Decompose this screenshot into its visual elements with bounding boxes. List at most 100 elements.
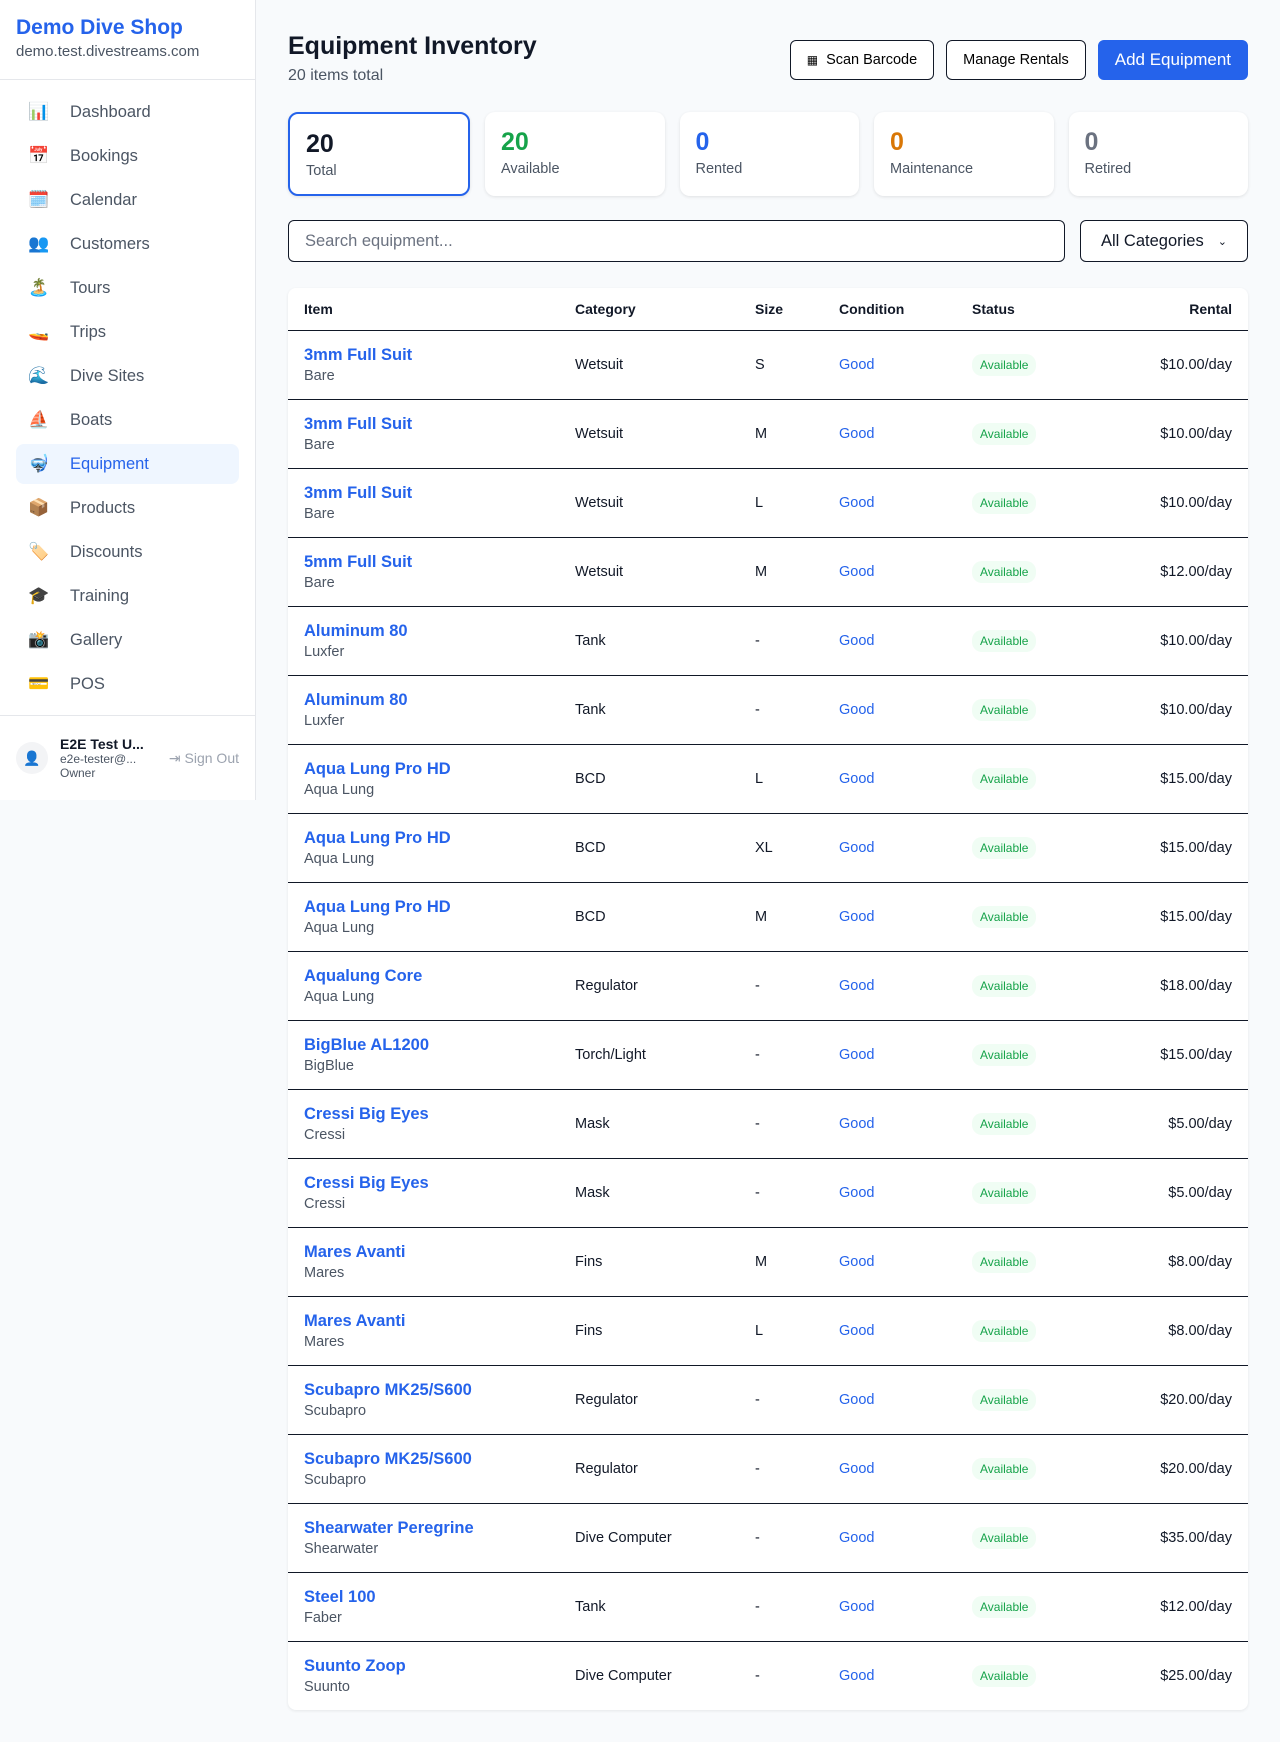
item-brand: Scubapro [304, 1471, 367, 1488]
item-name-link[interactable]: Cressi Big Eyes [304, 1173, 429, 1192]
table-row[interactable]: Aluminum 80 Luxfer Tank - Good Available … [288, 606, 1248, 676]
stat-card-available[interactable]: 20 Available [485, 112, 665, 196]
status-cell: Available [956, 1296, 1097, 1366]
item-name-link[interactable]: Aqua Lung Pro HD [304, 897, 451, 916]
condition-cell: Good [823, 1365, 956, 1435]
column-header-item: Item [288, 288, 559, 331]
sidebar-item-pos[interactable]: 💳 POS [16, 664, 239, 704]
item-brand: Faber [304, 1609, 342, 1626]
table-row[interactable]: Aqua Lung Pro HD Aqua Lung BCD XL Good Av… [288, 813, 1248, 883]
sidebar-item-calendar[interactable]: 🗓️ Calendar [16, 180, 239, 220]
size-cell: - [739, 606, 823, 676]
table-row[interactable]: Shearwater Peregrine Shearwater Dive Comp… [288, 1503, 1248, 1573]
sidebar-item-boats[interactable]: ⛵ Boats [16, 400, 239, 440]
status-badge: Available [972, 560, 1037, 583]
table-row[interactable]: BigBlue AL1200 BigBlue Torch/Light - Good… [288, 1020, 1248, 1090]
table-row[interactable]: 5mm Full Suit Bare Wetsuit M Good Availab… [288, 537, 1248, 607]
item-name-link[interactable]: Mares Avanti [304, 1311, 406, 1330]
item-brand: Mares [304, 1333, 345, 1350]
pos-icon: 💳 [28, 674, 50, 693]
rental-cell: $5.00/day [1096, 1158, 1248, 1228]
item-cell: Shearwater Peregrine Shearwater [288, 1503, 559, 1573]
item-name-link[interactable]: Aluminum 80 [304, 621, 408, 640]
add-equipment-button[interactable]: Add Equipment [1097, 40, 1248, 80]
table-row[interactable]: Mares Avanti Mares Fins M Good Available … [288, 1227, 1248, 1297]
table-row[interactable]: Cressi Big Eyes Cressi Mask - Good Availa… [288, 1089, 1248, 1159]
item-name-link[interactable]: BigBlue AL1200 [304, 1035, 430, 1054]
sidebar-item-customers[interactable]: 👥 Customers [16, 224, 239, 264]
item-name-link[interactable]: Shearwater Peregrine [304, 1518, 474, 1537]
category-cell: BCD [559, 744, 739, 814]
table-row[interactable]: Aqualung Core Aqua Lung Regulator - Good … [288, 951, 1248, 1021]
condition-cell: Good [823, 1503, 956, 1573]
stat-card-rented[interactable]: 0 Rented [679, 112, 859, 196]
manage-rentals-button[interactable]: Manage Rentals [946, 40, 1086, 80]
table-row[interactable]: Scubapro MK25/S600 Scubapro Regulator - G… [288, 1434, 1248, 1504]
sidebar-item-products[interactable]: 📦 Products [16, 488, 239, 528]
item-cell: Aqua Lung Pro HD Aqua Lung [288, 744, 559, 814]
table-row[interactable]: Cressi Big Eyes Cressi Mask - Good Availa… [288, 1158, 1248, 1228]
sidebar-item-tours[interactable]: 🏝️ Tours [16, 268, 239, 308]
item-name-link[interactable]: Aqua Lung Pro HD [304, 759, 451, 778]
table-row[interactable]: Aqua Lung Pro HD Aqua Lung BCD L Good Ava… [288, 744, 1248, 814]
table-row[interactable]: 3mm Full Suit Bare Wetsuit S Good Availab… [288, 330, 1248, 400]
rental-cell: $35.00/day [1096, 1503, 1248, 1573]
sidebar-item-gallery[interactable]: 📸 Gallery [16, 620, 239, 660]
sidebar-item-training[interactable]: 🎓 Training [16, 576, 239, 616]
item-name-link[interactable]: Aqualung Core [304, 966, 423, 985]
status-cell: Available [956, 1434, 1097, 1504]
dive-sites-icon: 🌊 [28, 366, 50, 385]
condition-cell: Good [839, 1667, 875, 1684]
category-cell: Fins [559, 1227, 739, 1297]
condition-cell: Good [823, 882, 956, 952]
sidebar-item-dive-sites[interactable]: 🌊 Dive Sites [16, 356, 239, 396]
sidebar-item-trips[interactable]: 🚤 Trips [16, 312, 239, 352]
table-row[interactable]: 3mm Full Suit Bare Wetsuit M Good Availab… [288, 399, 1248, 469]
table-row[interactable]: Scubapro MK25/S600 Scubapro Regulator - G… [288, 1365, 1248, 1435]
item-name-link[interactable]: 5mm Full Suit [304, 552, 413, 571]
item-name-link[interactable]: Scubapro MK25/S600 [304, 1380, 472, 1399]
table-row[interactable]: Aqua Lung Pro HD Aqua Lung BCD M Good Ava… [288, 882, 1248, 952]
category-cell: Wetsuit [559, 537, 739, 607]
column-header-category: Category [559, 288, 739, 331]
search-input[interactable] [288, 220, 1065, 262]
table-row[interactable]: Steel 100 Faber Tank - Good Available $12… [288, 1572, 1248, 1642]
status-cell: Available [956, 675, 1097, 745]
item-name-link[interactable]: Steel 100 [304, 1587, 376, 1606]
rental-cell: $10.00/day [1096, 399, 1248, 469]
size-cell: L [739, 1296, 823, 1366]
item-name-link[interactable]: 3mm Full Suit [304, 483, 413, 502]
stat-card-maintenance[interactable]: 0 Maintenance [874, 112, 1054, 196]
condition-cell: Good [823, 537, 956, 607]
size-cell: - [739, 951, 823, 1021]
stat-card-retired[interactable]: 0 Retired [1068, 112, 1248, 196]
condition-cell: Good [823, 1020, 956, 1090]
sidebar-item-label: Tours [70, 278, 111, 297]
size-cell: M [739, 537, 823, 607]
item-name-link[interactable]: Scubapro MK25/S600 [304, 1449, 472, 1468]
item-name-link[interactable]: Suunto Zoop [304, 1656, 406, 1675]
item-name-link[interactable]: Aqua Lung Pro HD [304, 828, 451, 847]
sidebar-item-equipment[interactable]: 🤿 Equipment [16, 444, 239, 484]
item-name-link[interactable]: Aluminum 80 [304, 690, 408, 709]
sidebar-item-discounts[interactable]: 🏷️ Discounts [16, 532, 239, 572]
shop-name[interactable]: Demo Dive Shop [16, 16, 183, 39]
item-cell: 5mm Full Suit Bare [288, 537, 559, 607]
sign-out-button[interactable]: ⇥ Sign Out [169, 750, 239, 767]
table-row[interactable]: 3mm Full Suit Bare Wetsuit L Good Availab… [288, 468, 1248, 538]
scan-barcode-button[interactable]: ▦ Scan Barcode [789, 40, 935, 80]
item-name-link[interactable]: Mares Avanti [304, 1242, 406, 1261]
table-row[interactable]: Suunto Zoop Suunto Dive Computer - Good A… [288, 1641, 1248, 1710]
sidebar-item-dashboard[interactable]: 📊 Dashboard [16, 92, 239, 132]
table-row[interactable]: Mares Avanti Mares Fins L Good Available … [288, 1296, 1248, 1366]
table-row[interactable]: Aluminum 80 Luxfer Tank - Good Available … [288, 675, 1248, 745]
category-select[interactable]: All Categories ⌄ [1080, 220, 1248, 262]
item-name-link[interactable]: Cressi Big Eyes [304, 1104, 429, 1123]
item-name-link[interactable]: 3mm Full Suit [304, 414, 413, 433]
stat-card-total[interactable]: 20 Total [288, 112, 470, 196]
size-cell: M [739, 882, 823, 952]
category-cell: Regulator [559, 1434, 739, 1504]
item-name-link[interactable]: 3mm Full Suit [304, 345, 413, 364]
sidebar-item-bookings[interactable]: 📅 Bookings [16, 136, 239, 176]
item-cell: Aluminum 80 Luxfer [288, 675, 559, 745]
